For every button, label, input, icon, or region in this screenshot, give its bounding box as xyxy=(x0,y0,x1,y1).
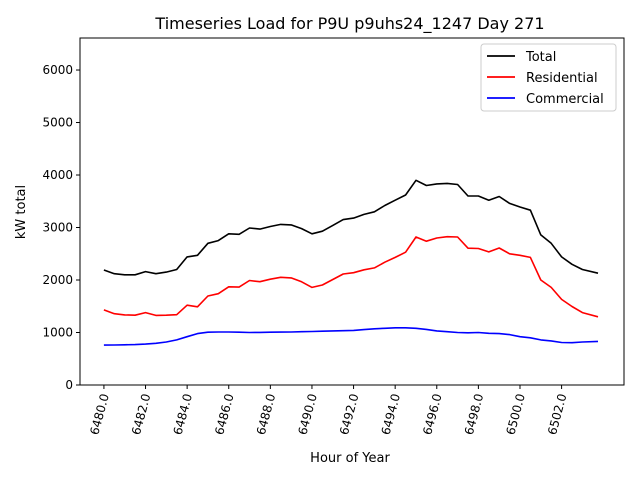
x-tick-label: 6482.0 xyxy=(129,392,153,436)
y-tick-label: 2000 xyxy=(42,273,73,287)
series-line-total xyxy=(103,179,599,276)
x-tick-label: 6492.0 xyxy=(337,392,361,436)
y-tick-label: 5000 xyxy=(42,116,73,130)
ticks-layer: 6480.0 6482.0 6484.0 6486.0 6488.0 6490.0 6492… xyxy=(42,63,569,436)
x-tick-label: 6486.0 xyxy=(212,392,236,436)
x-tick-label: 6488.0 xyxy=(254,392,278,436)
legend-label-total: Total xyxy=(525,50,556,65)
series-line-commercial xyxy=(103,326,599,346)
y-tick-label: 0 xyxy=(65,378,73,392)
y-axis-label: kW total xyxy=(14,185,29,239)
x-tick-label: 6500.0 xyxy=(503,392,527,436)
legend: Total Residential Commercial xyxy=(480,43,617,112)
series-line-residential xyxy=(103,235,599,318)
legend-label-residential: Residential xyxy=(526,71,598,86)
x-tick-label: 6502.0 xyxy=(545,392,569,436)
x-tick-label: 6480.0 xyxy=(87,392,111,436)
x-tick-label: 6498.0 xyxy=(462,392,486,436)
series-layer xyxy=(103,179,599,346)
y-tick-label: 4000 xyxy=(42,168,73,182)
legend-box xyxy=(480,43,617,112)
y-tick-label: 3000 xyxy=(42,221,73,235)
x-axis-label: Hour of Year xyxy=(310,451,390,466)
x-tick-label: 6496.0 xyxy=(420,392,444,436)
chart-title: Timeseries Load for P9U p9uhs24_1247 Day… xyxy=(154,14,544,34)
x-tick-label: 6484.0 xyxy=(171,392,195,436)
x-tick-label: 6494.0 xyxy=(379,392,403,436)
y-tick-label: 6000 xyxy=(42,63,73,77)
plot-frame xyxy=(79,37,625,386)
x-tick-label: 6490.0 xyxy=(295,392,319,436)
y-tick-label: 1000 xyxy=(42,326,73,340)
legend-label-commercial: Commercial xyxy=(526,92,604,107)
